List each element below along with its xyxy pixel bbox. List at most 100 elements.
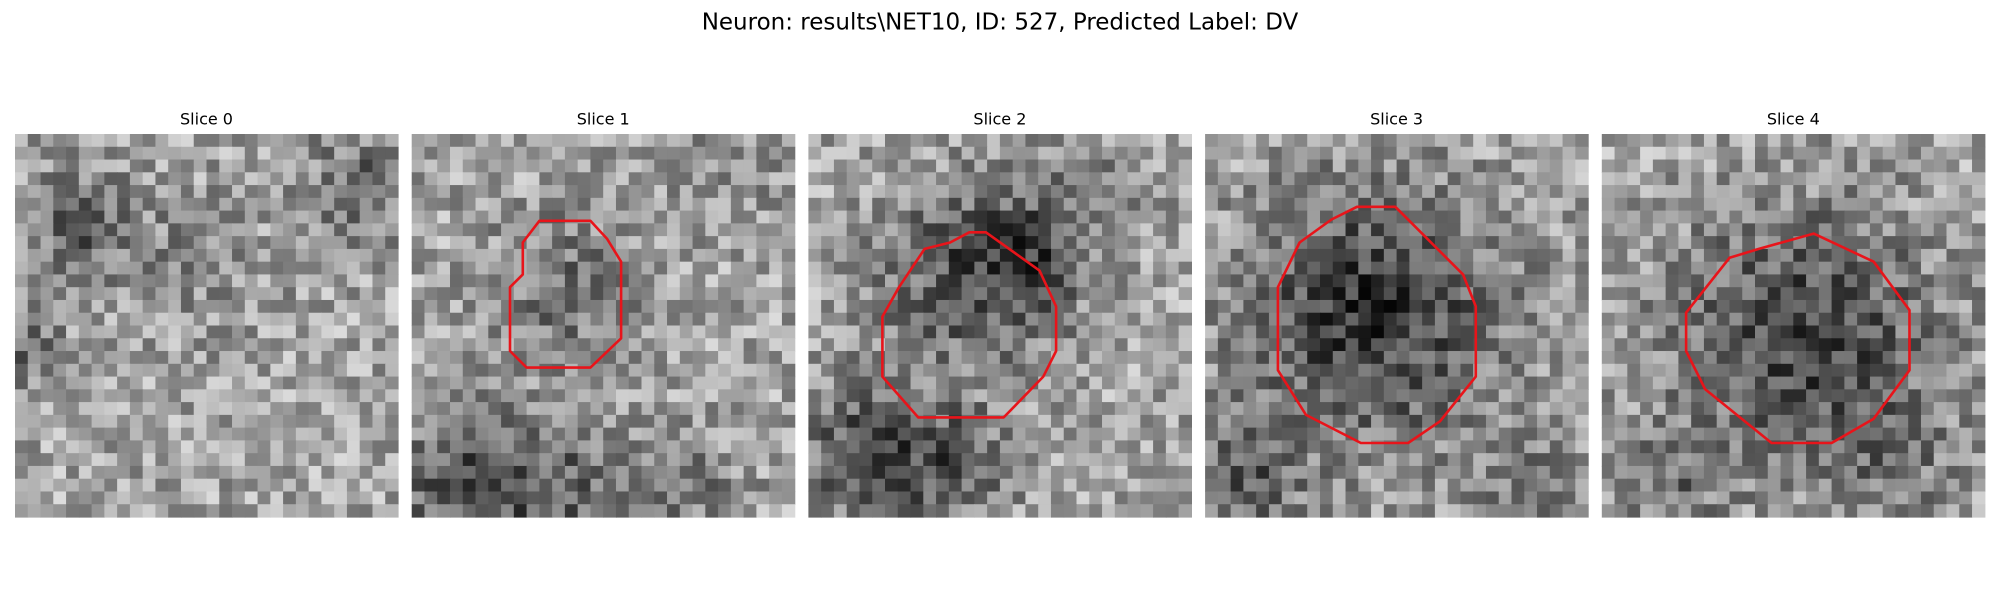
- pixel: [142, 402, 157, 416]
- pixel: [885, 363, 899, 378]
- pixel: [769, 389, 783, 403]
- pixel: [872, 453, 886, 467]
- pixel: [1409, 134, 1423, 148]
- pixel: [1256, 504, 1270, 518]
- pixel: [1549, 223, 1564, 237]
- pixel: [705, 299, 719, 314]
- pixel: [1524, 287, 1538, 301]
- pixel: [1703, 338, 1718, 352]
- pixel: [1371, 185, 1385, 199]
- pixel: [1038, 453, 1052, 467]
- pixel: [1869, 478, 1884, 493]
- pixel: [359, 440, 374, 454]
- pixel: [1716, 453, 1731, 467]
- pixel: [501, 453, 515, 467]
- pixel: [155, 338, 169, 352]
- pixel: [488, 414, 502, 429]
- pixel: [1460, 504, 1474, 518]
- pixel: [321, 414, 335, 429]
- pixel: [897, 312, 912, 327]
- pixel: [1332, 414, 1347, 429]
- pixel: [1498, 274, 1513, 288]
- pixel: [411, 414, 426, 429]
- pixel: [667, 325, 681, 339]
- pixel: [654, 325, 668, 339]
- pixel: [1063, 440, 1078, 454]
- pixel: [219, 312, 233, 327]
- pixel: [155, 351, 169, 365]
- pixel: [628, 236, 643, 250]
- pixel: [193, 351, 208, 365]
- pixel: [679, 236, 694, 250]
- pixel: [257, 312, 271, 327]
- pixel: [53, 248, 67, 263]
- pixel: [808, 312, 822, 327]
- pixel: [1882, 185, 1897, 199]
- pixel: [1485, 453, 1500, 467]
- pixel: [283, 338, 297, 352]
- pixel: [1205, 427, 1219, 441]
- pixel: [1102, 325, 1116, 339]
- pixel: [501, 185, 515, 199]
- pixel: [1345, 299, 1359, 314]
- pixel: [1678, 402, 1692, 416]
- pixel: [833, 299, 848, 314]
- pixel: [334, 236, 348, 250]
- pixel: [1895, 440, 1909, 454]
- pixel: [885, 299, 899, 314]
- pixel: [334, 197, 348, 212]
- pixel: [923, 299, 937, 314]
- pixel: [501, 248, 515, 263]
- pixel: [910, 248, 924, 263]
- pixel: [1473, 376, 1487, 390]
- pixel: [1652, 185, 1667, 199]
- pixel: [948, 376, 963, 390]
- pixel: [769, 491, 783, 505]
- pixel: [385, 261, 399, 276]
- pixel: [961, 363, 975, 378]
- pixel: [475, 185, 489, 199]
- pixel: [1422, 274, 1436, 288]
- pixel: [1447, 261, 1462, 276]
- pixel: [1614, 402, 1628, 416]
- pixel: [1742, 427, 1756, 441]
- pixel: [1818, 376, 1833, 390]
- pixel: [781, 453, 796, 467]
- pixel: [232, 236, 246, 250]
- pixel: [168, 312, 182, 327]
- pixel: [1320, 248, 1334, 263]
- pixel: [1409, 389, 1423, 403]
- pixel: [872, 491, 886, 505]
- pixel: [961, 261, 975, 276]
- pixel: [1294, 312, 1308, 327]
- pixel: [1691, 274, 1705, 288]
- pixel: [450, 440, 464, 454]
- pixel: [117, 287, 131, 301]
- pixel: [1050, 248, 1065, 263]
- pixel: [1012, 465, 1027, 480]
- pixel: [372, 185, 386, 199]
- pixel: [1716, 236, 1731, 250]
- pixel: [1102, 172, 1116, 186]
- pixel: [679, 389, 694, 403]
- pixel: [1908, 197, 1922, 212]
- pixel: [654, 491, 668, 505]
- pixel: [257, 440, 271, 454]
- pixel: [885, 274, 899, 288]
- pixel: [1217, 223, 1232, 237]
- pixel: [193, 159, 208, 173]
- pixel: [1307, 185, 1321, 199]
- pixel: [117, 325, 131, 339]
- pixel: [961, 210, 975, 224]
- pixel: [40, 210, 54, 224]
- pixel: [1063, 172, 1078, 186]
- pixel: [1127, 299, 1141, 314]
- pixel: [974, 376, 988, 390]
- pixel: [40, 402, 54, 416]
- pixel: [730, 363, 745, 378]
- pixel: [1153, 402, 1167, 416]
- pixel: [1230, 427, 1244, 441]
- pixel: [1217, 299, 1232, 314]
- pixel: [142, 440, 157, 454]
- pixel: [40, 478, 54, 493]
